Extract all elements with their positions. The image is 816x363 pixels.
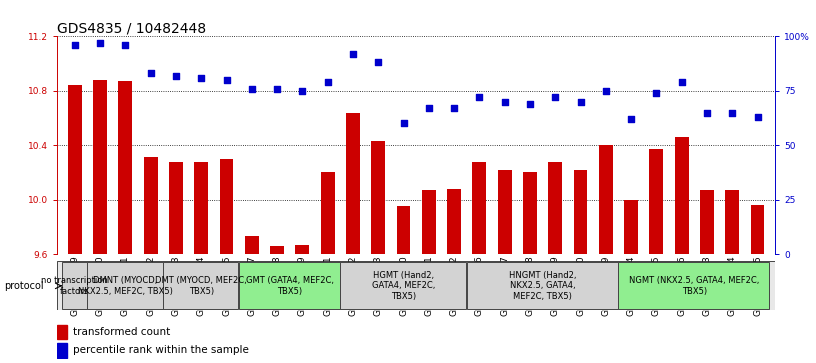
Bar bbox=[163, 262, 238, 309]
Text: DMNT (MYOCD,
NKX2.5, MEF2C, TBX5): DMNT (MYOCD, NKX2.5, MEF2C, TBX5) bbox=[78, 276, 173, 295]
Point bbox=[170, 73, 183, 78]
Point bbox=[599, 88, 612, 94]
Point bbox=[195, 75, 208, 81]
Bar bbox=[624, 200, 638, 254]
Bar bbox=[650, 149, 663, 254]
Point bbox=[246, 86, 259, 91]
Text: percentile rank within the sample: percentile rank within the sample bbox=[73, 345, 250, 355]
Point bbox=[650, 90, 663, 96]
Bar bbox=[675, 137, 689, 254]
Bar bbox=[340, 262, 466, 309]
Point bbox=[69, 42, 82, 48]
Point bbox=[144, 70, 157, 76]
Text: no transcription
factors: no transcription factors bbox=[42, 276, 109, 295]
Bar bbox=[245, 236, 259, 254]
Point bbox=[574, 99, 587, 105]
Point bbox=[472, 94, 486, 100]
Point bbox=[347, 51, 360, 57]
Bar bbox=[498, 170, 512, 254]
Bar bbox=[467, 262, 618, 309]
Bar bbox=[397, 207, 410, 254]
Bar bbox=[62, 262, 86, 309]
Point bbox=[675, 79, 688, 85]
Point bbox=[271, 86, 284, 91]
Point bbox=[397, 121, 410, 126]
Bar bbox=[68, 85, 82, 254]
Point bbox=[322, 79, 335, 85]
Point bbox=[372, 60, 385, 65]
Point bbox=[422, 105, 435, 111]
Bar bbox=[93, 80, 107, 254]
Bar bbox=[725, 190, 739, 254]
Text: GDS4835 / 10482448: GDS4835 / 10482448 bbox=[57, 21, 206, 35]
Bar bbox=[144, 158, 157, 254]
Bar bbox=[422, 190, 436, 254]
Bar bbox=[295, 245, 309, 254]
Bar bbox=[447, 189, 461, 254]
Point bbox=[523, 101, 536, 107]
Text: protocol: protocol bbox=[4, 281, 44, 291]
Point bbox=[498, 99, 511, 105]
Point bbox=[725, 110, 738, 115]
Text: HGMT (Hand2,
GATA4, MEF2C,
TBX5): HGMT (Hand2, GATA4, MEF2C, TBX5) bbox=[372, 271, 435, 301]
Bar bbox=[346, 113, 360, 254]
Bar bbox=[619, 262, 769, 309]
Bar bbox=[548, 162, 562, 254]
Bar bbox=[751, 205, 765, 254]
Point bbox=[220, 77, 233, 83]
Text: DMT (MYOCD, MEF2C,
TBX5): DMT (MYOCD, MEF2C, TBX5) bbox=[155, 276, 247, 295]
Bar bbox=[472, 162, 486, 254]
Text: transformed count: transformed count bbox=[73, 327, 171, 337]
Point bbox=[700, 110, 713, 115]
Bar bbox=[194, 162, 208, 254]
Bar bbox=[371, 141, 385, 254]
Bar bbox=[321, 172, 335, 254]
Bar bbox=[87, 262, 162, 309]
Point bbox=[548, 94, 561, 100]
Point bbox=[447, 105, 460, 111]
Bar bbox=[169, 162, 183, 254]
Point bbox=[751, 114, 764, 120]
Point bbox=[94, 40, 107, 46]
Bar bbox=[220, 159, 233, 254]
Point bbox=[119, 42, 132, 48]
Text: HNGMT (Hand2,
NKX2.5, GATA4,
MEF2C, TBX5): HNGMT (Hand2, NKX2.5, GATA4, MEF2C, TBX5… bbox=[509, 271, 576, 301]
Bar bbox=[239, 262, 339, 309]
Point bbox=[296, 88, 309, 94]
Text: NGMT (NKX2.5, GATA4, MEF2C,
TBX5): NGMT (NKX2.5, GATA4, MEF2C, TBX5) bbox=[629, 276, 760, 295]
Bar bbox=[700, 190, 714, 254]
Bar bbox=[574, 170, 588, 254]
Point bbox=[624, 116, 637, 122]
Bar bbox=[270, 246, 284, 254]
Text: GMT (GATA4, MEF2C,
TBX5): GMT (GATA4, MEF2C, TBX5) bbox=[246, 276, 334, 295]
Bar bbox=[523, 172, 537, 254]
Bar bbox=[118, 81, 132, 254]
Bar bbox=[57, 325, 67, 339]
Bar bbox=[599, 145, 613, 254]
Bar bbox=[57, 343, 67, 358]
